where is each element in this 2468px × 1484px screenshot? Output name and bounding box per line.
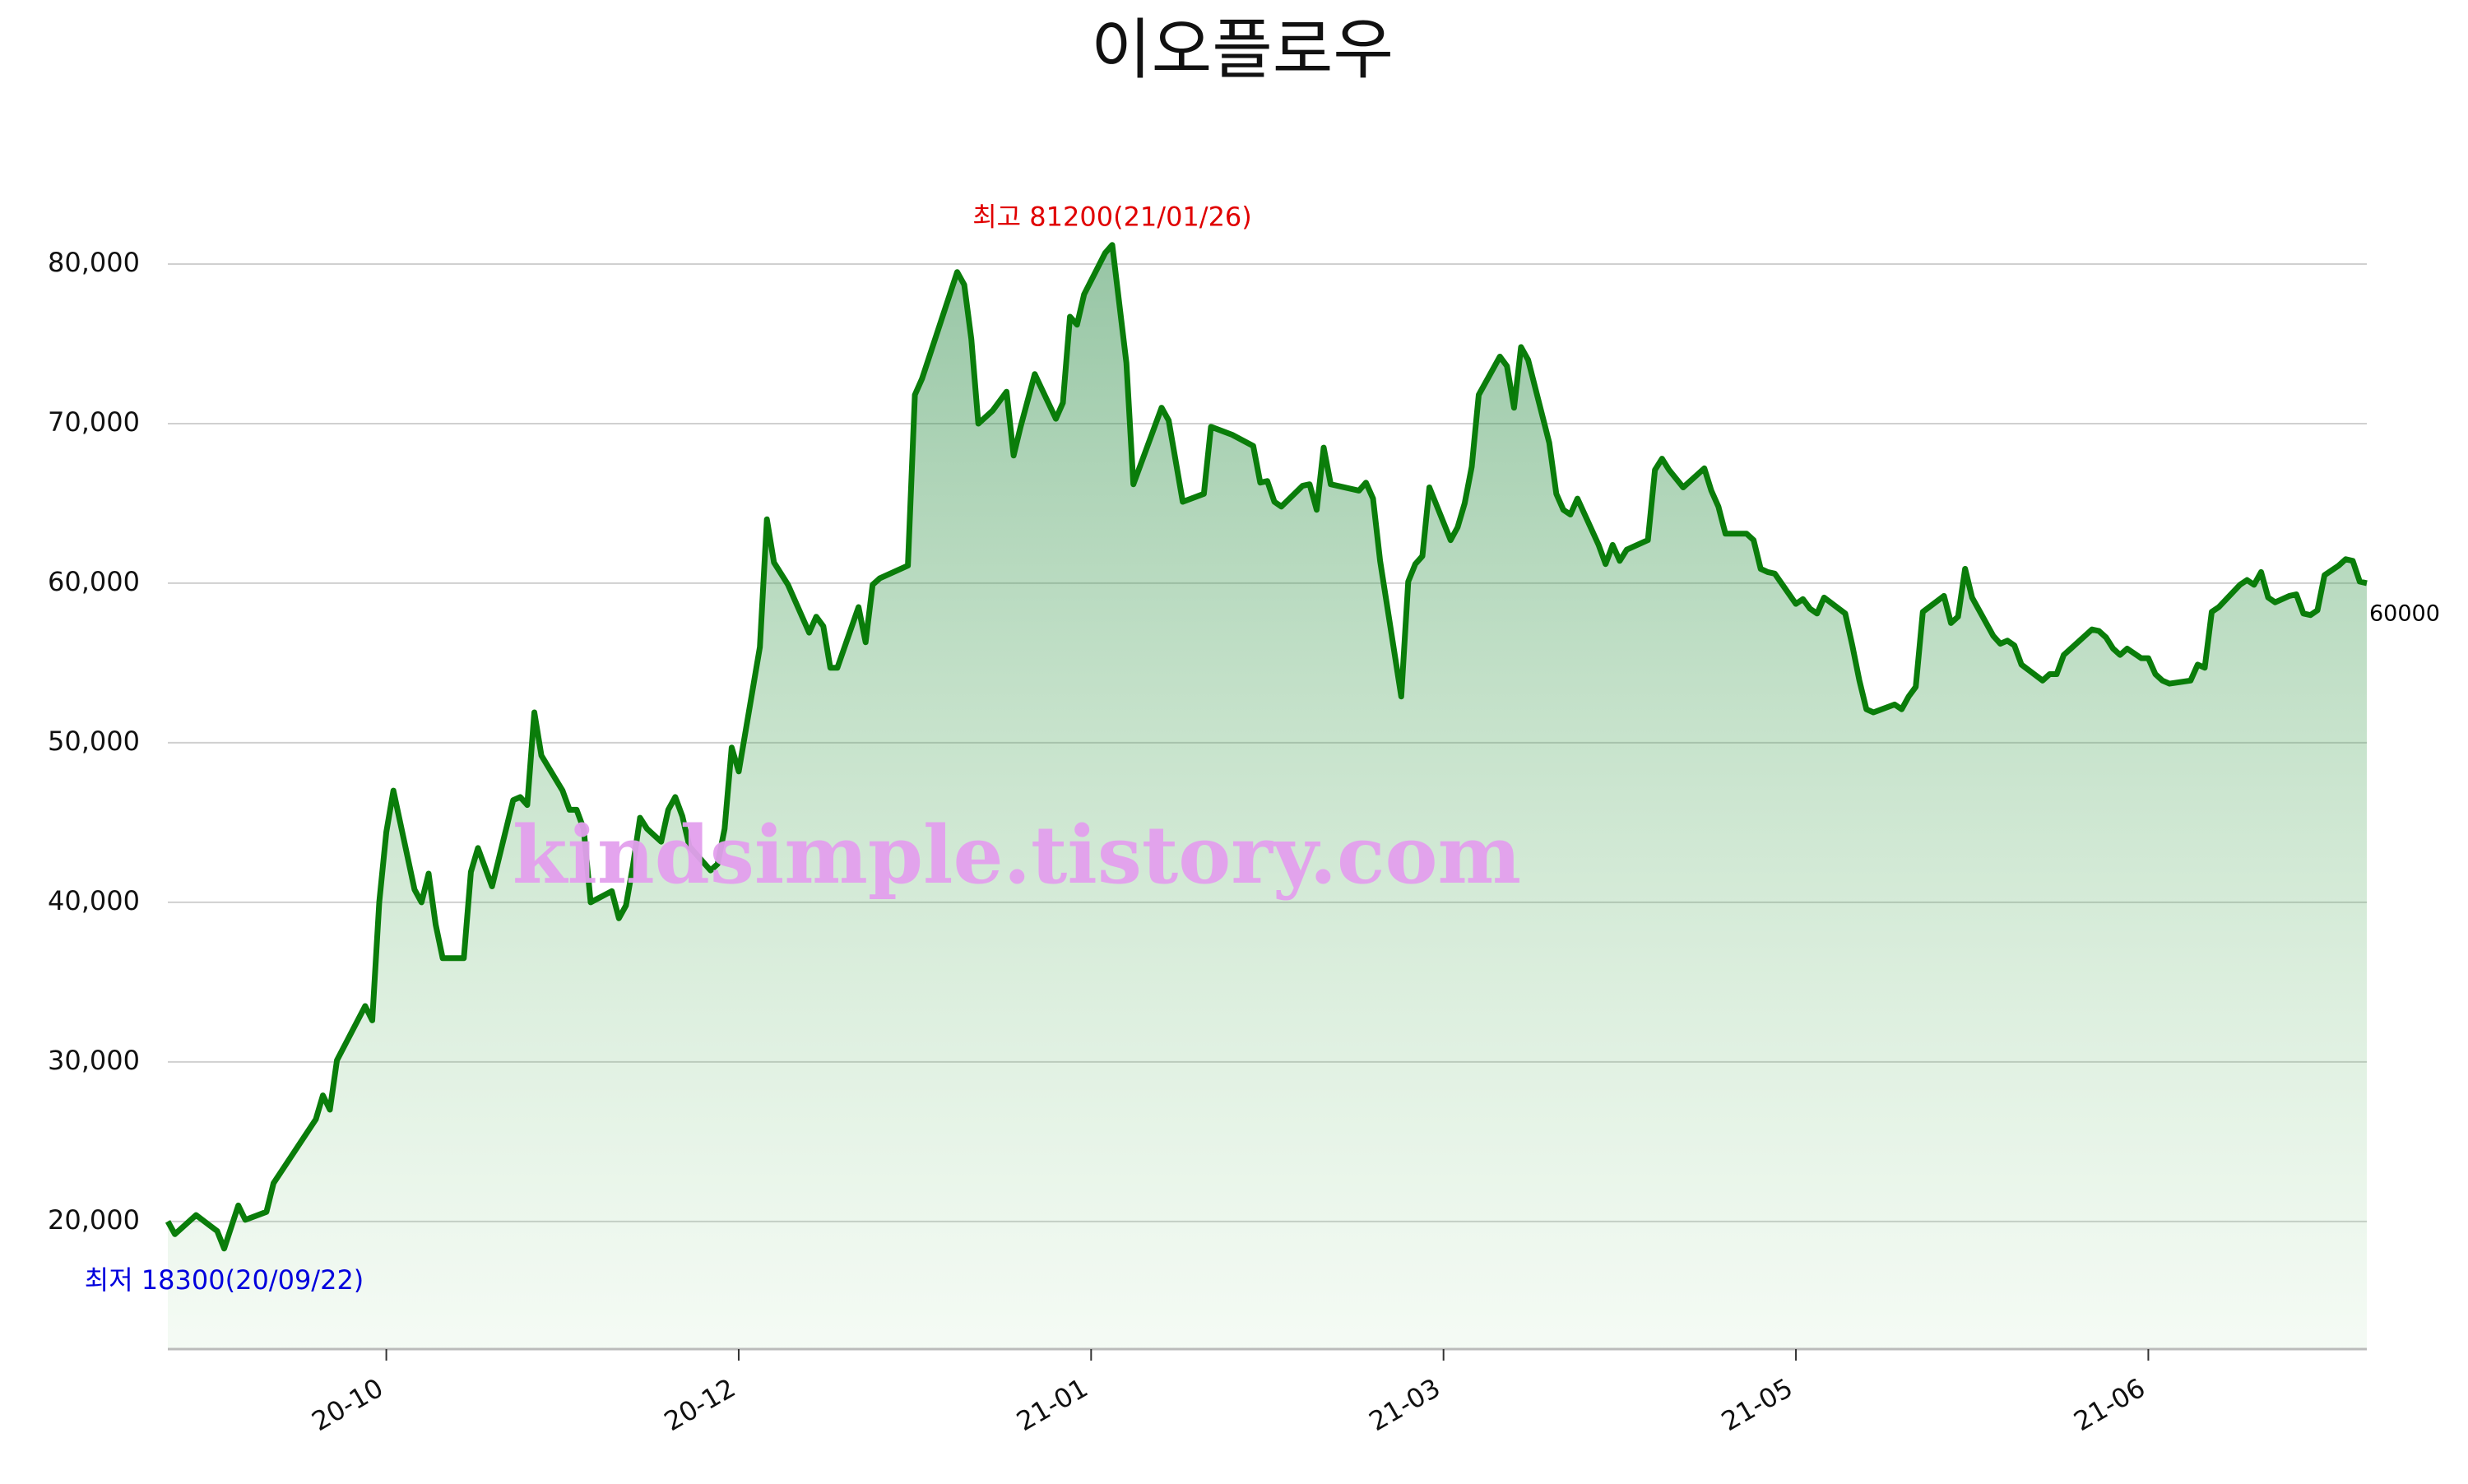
y-tick-label: 70,000	[48, 406, 140, 438]
y-tick-label: 60,000	[48, 566, 140, 597]
min-annotation: 최저 18300(20/09/22)	[85, 1264, 364, 1296]
x-tick-label: 20-10	[307, 1372, 389, 1437]
max-annotation: 최고 81200(21/01/26)	[972, 202, 1252, 233]
x-tick-label: 21-05	[1716, 1372, 1798, 1437]
x-tick-label: 21-06	[2068, 1372, 2150, 1437]
y-tick-label: 30,000	[48, 1045, 140, 1076]
y-tick-label: 40,000	[48, 885, 140, 916]
area-fill	[168, 244, 2367, 1350]
price-line	[165, 242, 2368, 1252]
chart-title: 이오플로우	[1091, 12, 1394, 88]
x-tick-label: 21-03	[1364, 1372, 1446, 1437]
y-tick-label: 50,000	[48, 726, 140, 757]
last-annotation: 60000	[2369, 601, 2440, 626]
watermark: kindsimple.tistory.com	[513, 809, 1521, 902]
y-tick-label: 80,000	[48, 247, 140, 278]
y-tick-label: 20,000	[48, 1204, 140, 1236]
x-tick-label: 21-01	[1011, 1372, 1093, 1437]
x-tick-label: 20-12	[659, 1372, 741, 1437]
